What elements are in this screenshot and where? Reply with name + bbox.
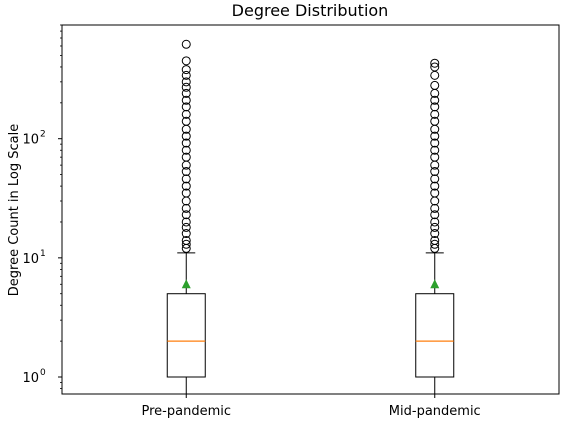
mean-marker xyxy=(430,279,440,289)
outlier-point xyxy=(181,196,191,206)
plot-area-frame xyxy=(61,24,560,395)
outlier-point xyxy=(430,196,440,206)
outlier-point xyxy=(181,181,191,191)
outlier-point xyxy=(430,116,440,126)
y-tick-label: 10 xyxy=(22,133,39,148)
box-group-pre-pandemic xyxy=(166,39,206,394)
outlier-point xyxy=(430,70,440,80)
x-tick-label: Pre-pandemic xyxy=(142,404,232,419)
y-tick-exponent: 1 xyxy=(40,249,46,259)
outlier-point xyxy=(430,167,440,177)
outlier-point xyxy=(181,65,191,75)
y-tick-label: 10 xyxy=(22,252,39,267)
outlier-point xyxy=(181,88,191,98)
outlier-point xyxy=(430,138,440,148)
iqr-box xyxy=(415,293,455,378)
outlier-point xyxy=(430,217,440,227)
outlier-point xyxy=(430,188,440,198)
outlier-point xyxy=(430,80,440,90)
outlier-point xyxy=(181,145,191,155)
outlier-point xyxy=(181,210,191,220)
outlier-point xyxy=(430,62,440,72)
outlier-point xyxy=(430,210,440,220)
y-tick-label: 10 xyxy=(22,371,39,386)
outlier-point xyxy=(430,145,440,155)
outlier-point xyxy=(181,95,191,105)
outlier-point xyxy=(181,235,191,245)
outlier-point xyxy=(181,203,191,213)
outlier-point xyxy=(181,229,191,239)
mean-marker xyxy=(181,279,191,289)
outlier-point xyxy=(430,102,440,112)
outlier-point xyxy=(181,70,191,80)
iqr-box xyxy=(166,293,206,378)
outlier-point xyxy=(430,239,440,249)
chart-title: Degree Distribution xyxy=(232,1,389,20)
outlier-point xyxy=(181,39,191,49)
outlier-point xyxy=(181,82,191,92)
outlier-point xyxy=(430,131,440,141)
outlier-point xyxy=(181,116,191,126)
outlier-point xyxy=(430,229,440,239)
outlier-point xyxy=(181,77,191,87)
boxes xyxy=(166,39,455,394)
outlier-point xyxy=(181,102,191,112)
x-tick-label: Mid-pandemic xyxy=(389,404,481,419)
outlier-point xyxy=(430,95,440,105)
outlier-point xyxy=(430,222,440,232)
outlier-point xyxy=(430,174,440,184)
outlier-point xyxy=(430,152,440,162)
outlier-point xyxy=(430,58,440,68)
y-tick-exponent: 0 xyxy=(40,368,46,378)
box-group-mid-pandemic xyxy=(415,58,455,394)
outlier-point xyxy=(181,167,191,177)
x-axis-ticks: Pre-pandemic Mid-pandemic xyxy=(142,394,481,419)
outlier-point xyxy=(181,174,191,184)
outlier-point xyxy=(181,152,191,162)
outlier-point xyxy=(430,181,440,191)
outlier-point xyxy=(181,138,191,148)
outlier-point xyxy=(181,239,191,249)
outlier-point xyxy=(181,131,191,141)
outlier-point xyxy=(430,235,440,245)
outlier-point xyxy=(430,203,440,213)
y-tick-exponent: 2 xyxy=(40,130,46,140)
outlier-point xyxy=(181,188,191,198)
outlier-point xyxy=(181,56,191,66)
outlier-point xyxy=(181,217,191,227)
y-axis-label: Degree Count in Log Scale xyxy=(7,124,22,297)
outlier-point xyxy=(181,222,191,232)
